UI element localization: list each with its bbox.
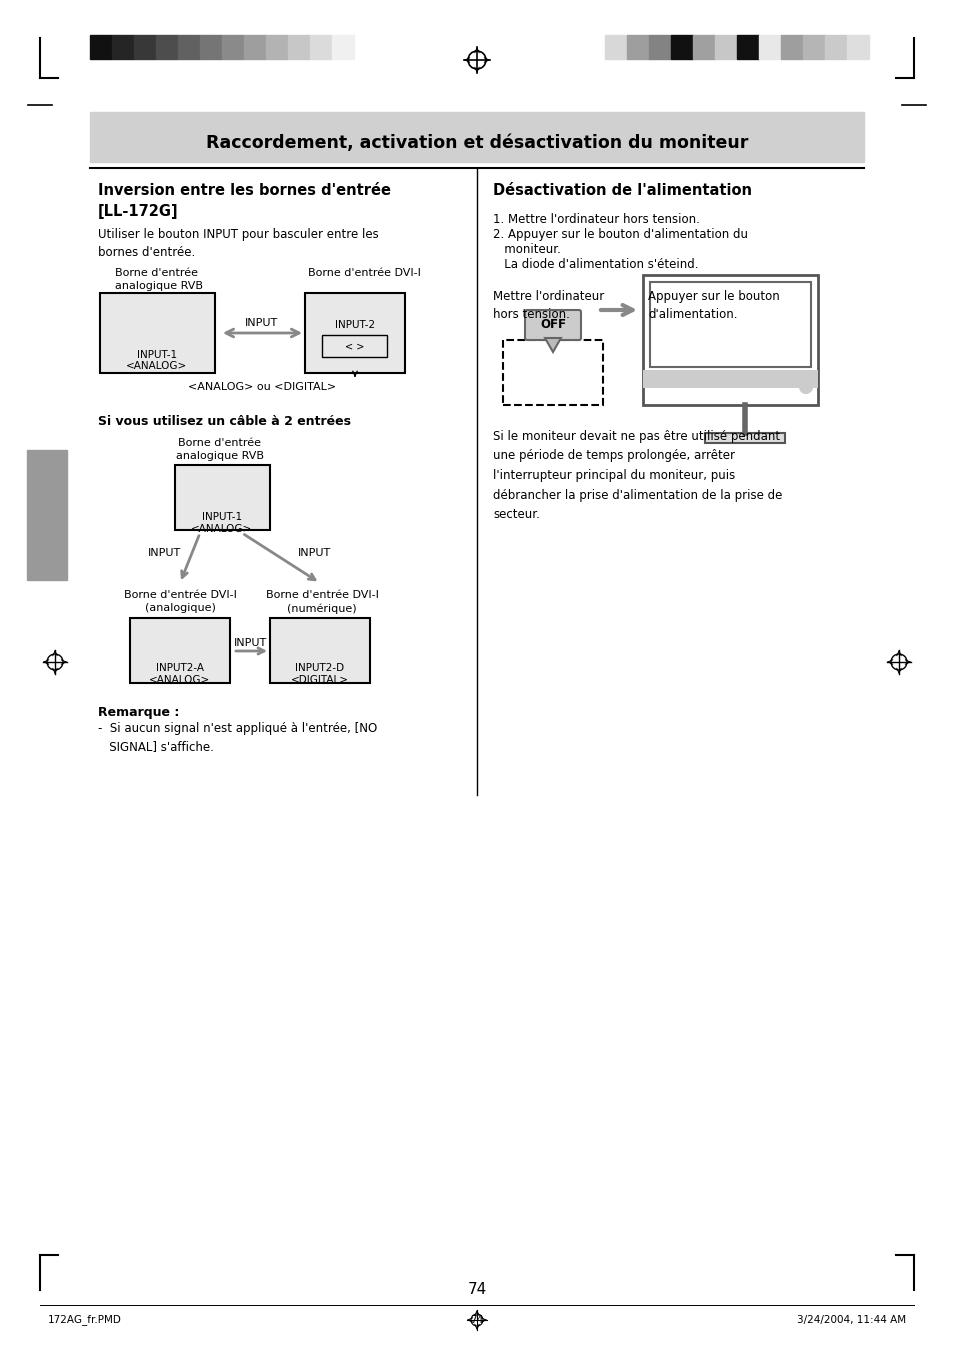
- Text: La diode d'alimentation s'éteind.: La diode d'alimentation s'éteind.: [493, 258, 698, 272]
- Text: INPUT-1: INPUT-1: [202, 512, 242, 521]
- Text: 2. Appuyer sur le bouton d'alimentation du: 2. Appuyer sur le bouton d'alimentation …: [493, 228, 747, 240]
- Bar: [90, 112, 863, 162]
- Text: INPUT: INPUT: [148, 549, 181, 558]
- Bar: [670, 35, 692, 59]
- Bar: [178, 35, 200, 59]
- Text: OFF: OFF: [539, 319, 565, 331]
- Text: 74: 74: [470, 1315, 483, 1325]
- Text: <ANALOG>: <ANALOG>: [150, 676, 211, 685]
- Bar: [266, 35, 288, 59]
- Text: Borne d'entrée
analogique RVB: Borne d'entrée analogique RVB: [175, 438, 264, 461]
- Text: INPUT: INPUT: [297, 549, 331, 558]
- Text: Utiliser le bouton INPUT pour basculer entre les
bornes d'entrée.: Utiliser le bouton INPUT pour basculer e…: [98, 228, 378, 259]
- Bar: [737, 35, 759, 59]
- Bar: [604, 35, 626, 59]
- Bar: [642, 370, 817, 388]
- Bar: [270, 617, 370, 684]
- Bar: [704, 434, 784, 443]
- Bar: [133, 35, 156, 59]
- Text: Borne d'entrée
analogique RVB: Borne d'entrée analogique RVB: [115, 267, 203, 292]
- Bar: [648, 35, 670, 59]
- Bar: [332, 35, 354, 59]
- Text: moniteur.: moniteur.: [493, 243, 560, 255]
- Text: [LL-172G]: [LL-172G]: [98, 204, 178, 219]
- Bar: [642, 276, 817, 405]
- Text: INPUT-1: INPUT-1: [137, 350, 177, 359]
- Bar: [781, 35, 802, 59]
- Bar: [502, 340, 602, 405]
- Text: Borne d'entrée DVI-I
(numérique): Borne d'entrée DVI-I (numérique): [265, 590, 378, 613]
- Bar: [692, 35, 714, 59]
- Text: INPUT2-A: INPUT2-A: [156, 663, 204, 673]
- Text: INPUT: INPUT: [245, 317, 278, 328]
- Text: Borne d'entrée DVI-I: Borne d'entrée DVI-I: [308, 267, 420, 278]
- Bar: [200, 35, 222, 59]
- Bar: [649, 282, 810, 367]
- Bar: [130, 617, 230, 684]
- Text: INPUT2-D: INPUT2-D: [295, 663, 344, 673]
- Bar: [27, 450, 67, 580]
- FancyBboxPatch shape: [524, 309, 580, 340]
- Text: Si le moniteur devait ne pas être utilisé pendant
une période de temps prolongée: Si le moniteur devait ne pas être utilis…: [493, 430, 781, 521]
- Text: <DIGITAL>: <DIGITAL>: [291, 676, 349, 685]
- Bar: [759, 35, 781, 59]
- Text: <ANALOG>: <ANALOG>: [192, 524, 253, 534]
- Text: <ANALOG>: <ANALOG>: [126, 361, 188, 372]
- Bar: [112, 35, 133, 59]
- Text: 172AG_fr.PMD: 172AG_fr.PMD: [48, 1315, 122, 1325]
- Bar: [244, 35, 266, 59]
- Text: Borne d'entrée DVI-I
(analogique): Borne d'entrée DVI-I (analogique): [124, 590, 236, 613]
- Bar: [222, 35, 244, 59]
- Text: 74: 74: [467, 1282, 486, 1297]
- Text: Si vous utilisez un câble à 2 entrées: Si vous utilisez un câble à 2 entrées: [98, 415, 351, 428]
- Bar: [322, 335, 387, 357]
- Bar: [174, 465, 270, 530]
- Text: 1. Mettre l'ordinateur hors tension.: 1. Mettre l'ordinateur hors tension.: [493, 213, 700, 226]
- Text: Inversion entre les bornes d'entrée: Inversion entre les bornes d'entrée: [98, 182, 391, 199]
- Text: < >: < >: [345, 342, 364, 353]
- Text: INPUT: INPUT: [234, 638, 268, 648]
- Bar: [310, 35, 332, 59]
- Bar: [846, 35, 868, 59]
- Text: INPUT-2: INPUT-2: [335, 320, 375, 330]
- Text: 3/24/2004, 11:44 AM: 3/24/2004, 11:44 AM: [796, 1315, 905, 1325]
- Text: -  Si aucun signal n'est appliqué à l'entrée, [NO
   SIGNAL] s'affiche.: - Si aucun signal n'est appliqué à l'ent…: [98, 721, 376, 753]
- Text: <ANALOG> ou <DIGITAL>: <ANALOG> ou <DIGITAL>: [188, 382, 335, 392]
- Bar: [626, 35, 648, 59]
- Text: Mettre l'ordinateur
hors tension.: Mettre l'ordinateur hors tension.: [493, 290, 603, 322]
- Text: Appuyer sur le bouton
d'alimentation.: Appuyer sur le bouton d'alimentation.: [647, 290, 779, 322]
- Text: Désactivation de l'alimentation: Désactivation de l'alimentation: [493, 182, 751, 199]
- Bar: [90, 35, 112, 59]
- Polygon shape: [544, 338, 560, 353]
- Bar: [156, 35, 178, 59]
- Bar: [802, 35, 824, 59]
- Circle shape: [800, 381, 811, 393]
- Text: Raccordement, activation et désactivation du moniteur: Raccordement, activation et désactivatio…: [206, 134, 747, 153]
- Text: Remarque :: Remarque :: [98, 707, 179, 719]
- Bar: [100, 293, 214, 373]
- Bar: [714, 35, 737, 59]
- Bar: [288, 35, 310, 59]
- Bar: [824, 35, 846, 59]
- Bar: [305, 293, 405, 373]
